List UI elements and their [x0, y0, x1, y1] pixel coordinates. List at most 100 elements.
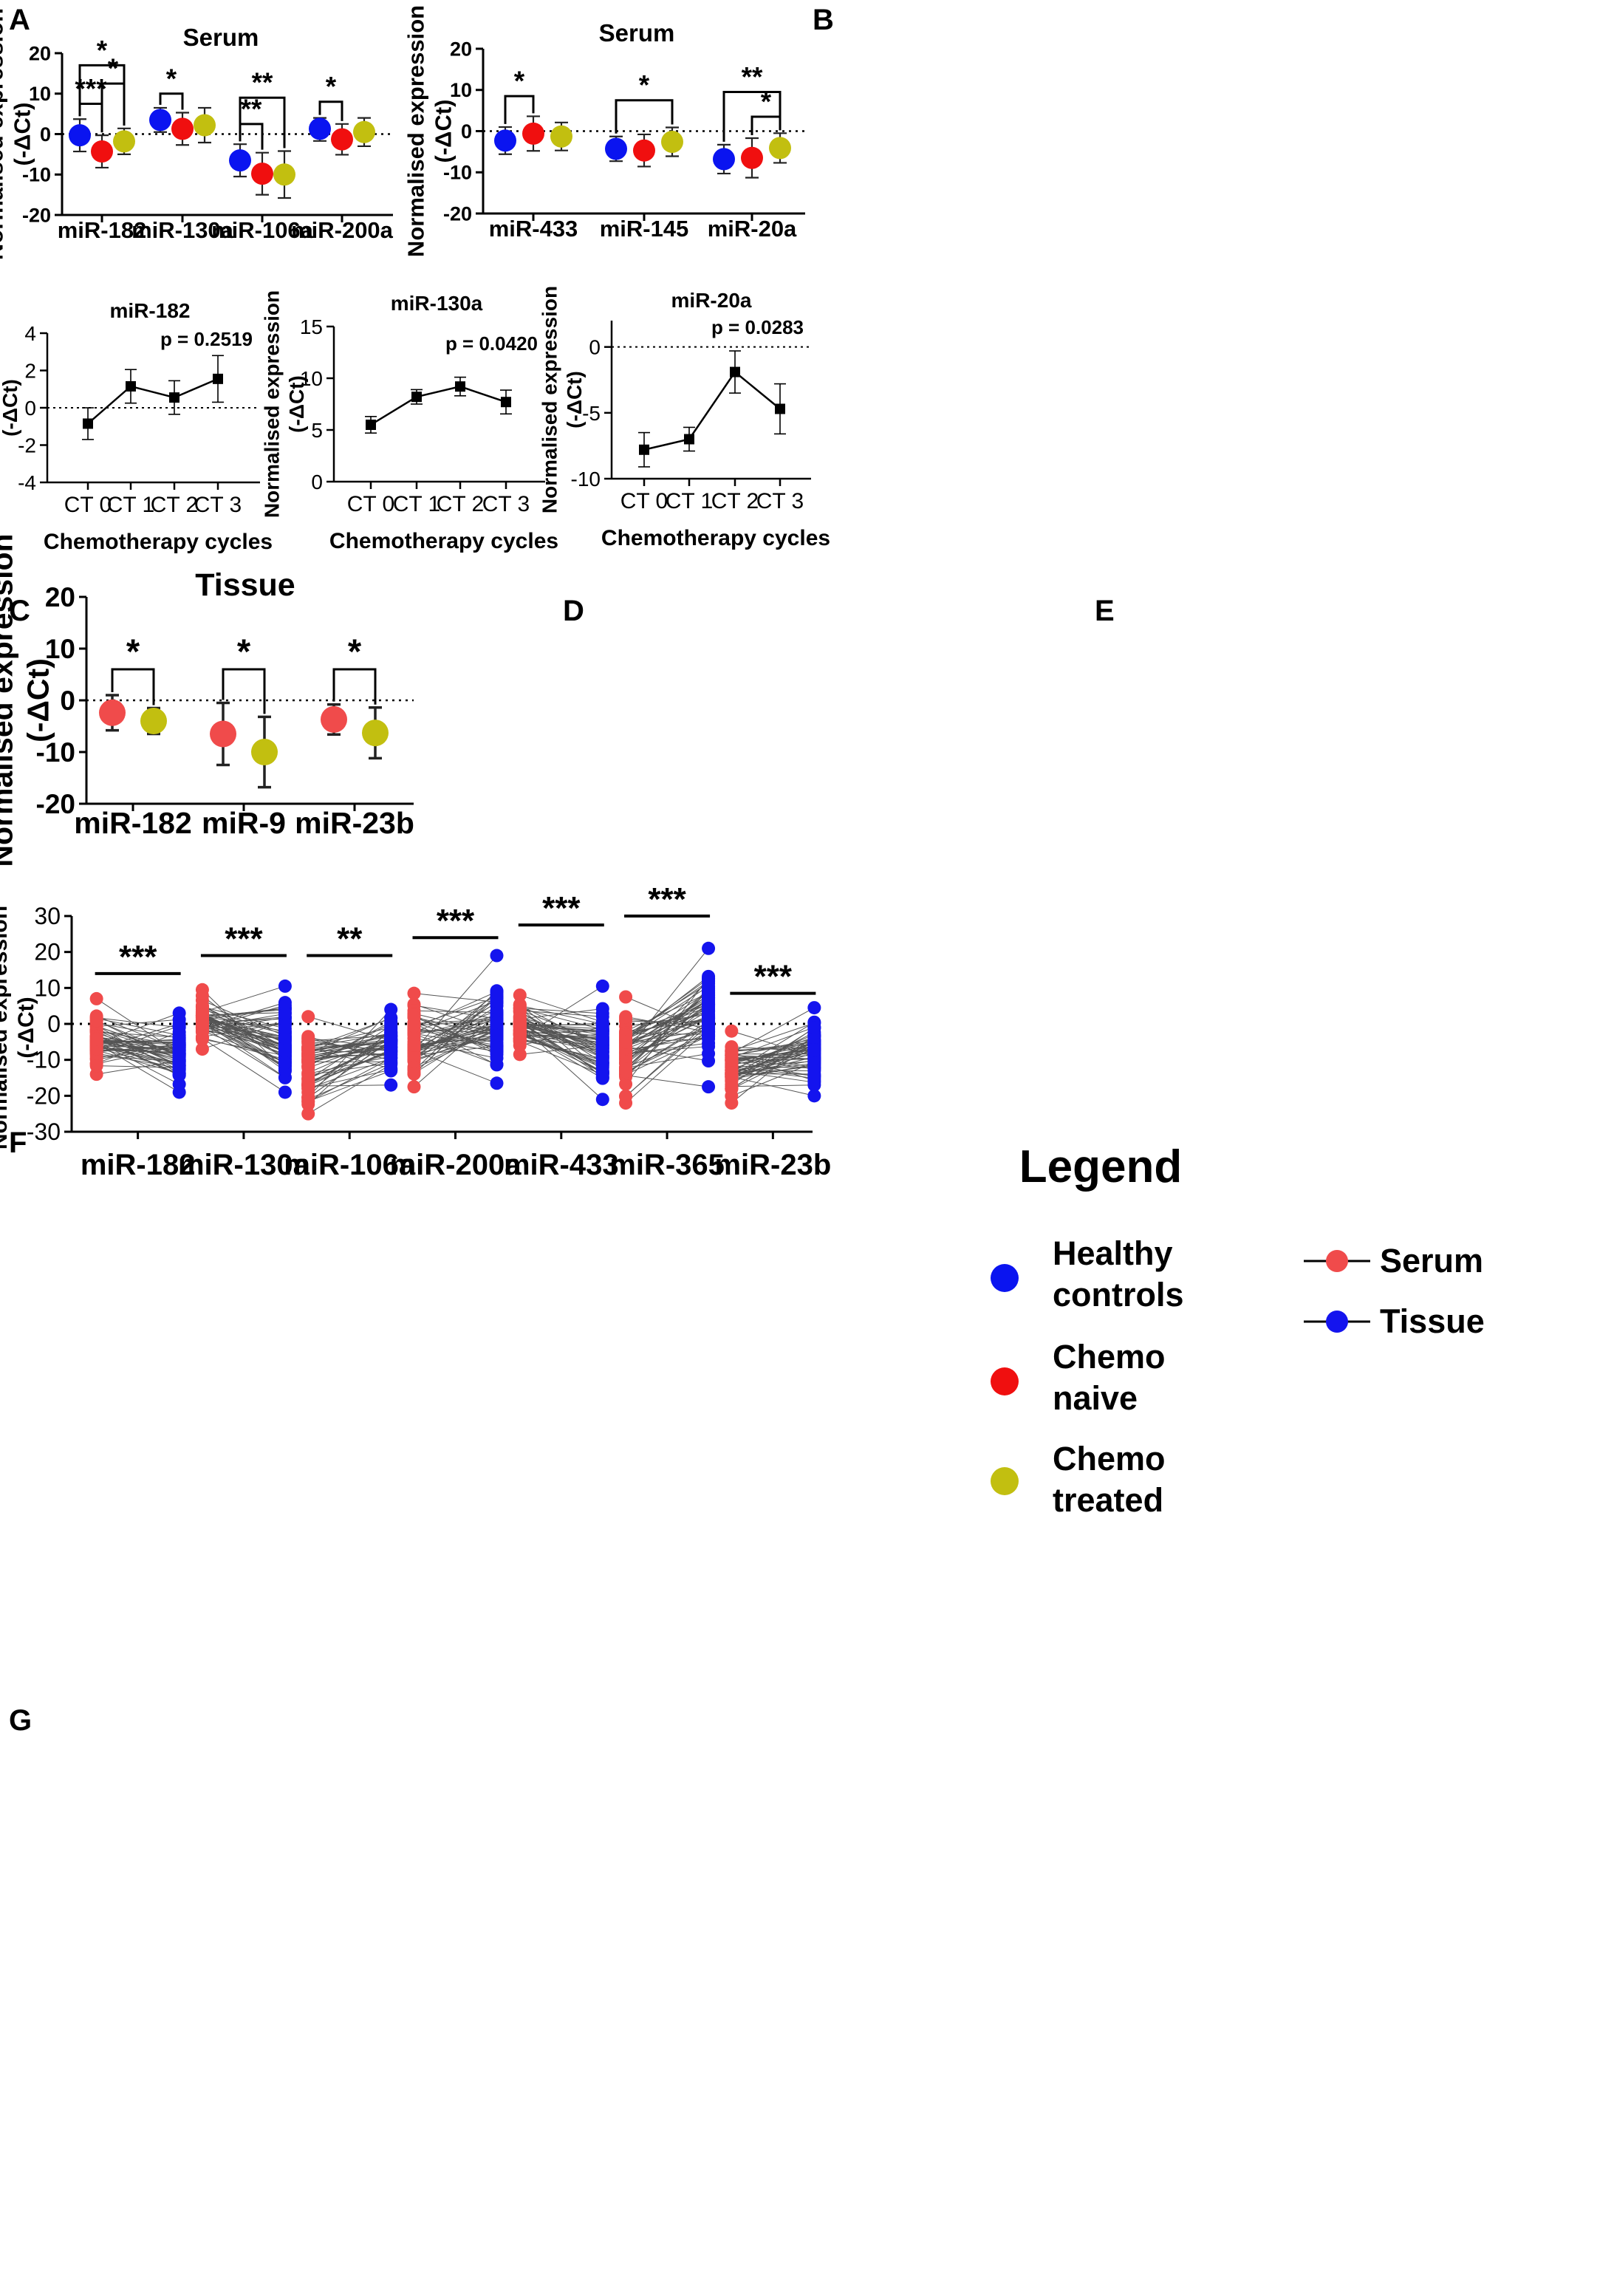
legend-naive-label: Chemo naive [1053, 1338, 1174, 1417]
serum-point [619, 1035, 633, 1049]
serum-point [725, 1066, 739, 1080]
significance-stars: ** [337, 921, 363, 957]
tissue-point [278, 1044, 292, 1058]
p-value: p = 0.0420 [445, 332, 538, 355]
legend-tissue-label: Tissue [1380, 1302, 1485, 1340]
tissue-point [702, 1032, 716, 1046]
y-tick-label: -10 [571, 468, 601, 491]
y-tick-label: 0 [47, 1011, 61, 1037]
chart-title: miR-182 [110, 299, 191, 322]
x-category-label: CT 3 [194, 493, 242, 517]
y-tick-label: 4 [24, 322, 36, 345]
pair-link [308, 1051, 391, 1084]
y-tick-label: -20 [22, 204, 51, 226]
pair-link [414, 993, 497, 1002]
y-axis-label: Normalised expression(-ΔCt) [538, 286, 586, 513]
pair-link [96, 1036, 179, 1067]
pair-link [519, 985, 603, 1039]
data-point [83, 418, 93, 429]
y-tick-label: 0 [589, 336, 601, 359]
pair-link [625, 1000, 709, 1047]
x-category-label: miR-130a [178, 1149, 310, 1181]
pair-link [96, 1050, 179, 1074]
y-tick-label: 10 [450, 79, 472, 101]
pair-link [202, 1026, 286, 1079]
x-category-label: CT 3 [756, 489, 804, 513]
y-axis-label: Normalised expression(-ΔCt) [0, 906, 38, 1149]
x-category-label: miR-106a [211, 217, 314, 243]
serum-point [407, 1080, 421, 1094]
pair-link [414, 991, 497, 1029]
tissue-point [384, 1078, 398, 1092]
significance-bracket [111, 668, 155, 705]
pair-link [731, 1064, 815, 1080]
pair-link [414, 1017, 497, 1036]
pair-link [731, 1046, 815, 1051]
tissue-point [490, 1076, 504, 1090]
data-point [775, 403, 785, 414]
pair-link [519, 1021, 603, 1077]
pair-link [96, 1039, 179, 1043]
pair-link [626, 1075, 709, 1087]
significance-bracket [222, 668, 266, 714]
chart-tissue-groups: 20 10 0 -10 -20 Tissue Normalised expression(-… [0, 533, 414, 867]
x-category-label: miR-200a [390, 1149, 522, 1181]
data-point [455, 381, 465, 392]
serum-point [195, 1008, 209, 1022]
pair-link [519, 1022, 603, 1047]
serum-point [619, 990, 633, 1004]
tissue-point [278, 996, 292, 1010]
pair-link [307, 1021, 391, 1067]
pair-link [731, 1055, 815, 1060]
pair-link [96, 1031, 179, 1064]
pair-link [519, 1024, 603, 1032]
x-category-label: CT 1 [393, 492, 440, 516]
y-tick-label: 0 [461, 120, 472, 143]
pair-link [519, 1030, 603, 1053]
data-point [684, 434, 694, 445]
legend-healthy-label: Healthy controls [1053, 1234, 1184, 1313]
chart-title: miR-130a [391, 292, 483, 315]
pair-link [731, 1007, 815, 1053]
significance-stars: * [126, 632, 140, 671]
significance-bracket [615, 99, 674, 134]
x-category-label: miR-145 [600, 216, 689, 242]
serum-point [725, 1079, 739, 1093]
pair-link [96, 1029, 179, 1056]
significance-bracket [332, 668, 377, 705]
data-point [633, 139, 655, 162]
data-point [171, 117, 194, 140]
significance-bracket [504, 95, 535, 124]
significance-stars: ** [241, 94, 262, 124]
pair-link [308, 1069, 391, 1089]
pair-link [308, 1033, 391, 1048]
y-tick-label: 0 [40, 123, 51, 146]
serum-point [619, 1077, 633, 1091]
chart-title: Tissue [195, 567, 295, 603]
data-point [331, 128, 353, 151]
pair-link [625, 1018, 709, 1033]
pair-link [625, 1030, 709, 1043]
pair-link [96, 1020, 179, 1056]
x-category-label: CT 0 [620, 489, 668, 513]
pair-link [731, 1084, 815, 1087]
y-tick-label: 15 [300, 315, 323, 338]
pair-link [308, 1084, 391, 1087]
y-tick-label: -10 [27, 1047, 61, 1073]
serum-point [301, 1010, 315, 1024]
pair-link [625, 1035, 709, 1076]
tissue-point [595, 1093, 609, 1107]
pair-link [202, 1014, 286, 1051]
y-tick-label: -10 [22, 164, 51, 186]
y-axis-label: Normalised expression(-ΔCt) [0, 533, 55, 867]
serum-point [619, 1010, 633, 1024]
y-tick-label: -20 [36, 789, 75, 819]
pair-link [625, 1029, 709, 1104]
pair-link [414, 1013, 497, 1033]
pair-link [96, 1022, 179, 1039]
serum-point [301, 1054, 315, 1068]
data-point [661, 130, 683, 153]
x-axis-label: Chemotherapy cycles [601, 526, 830, 550]
y-tick-label: 20 [34, 939, 61, 966]
